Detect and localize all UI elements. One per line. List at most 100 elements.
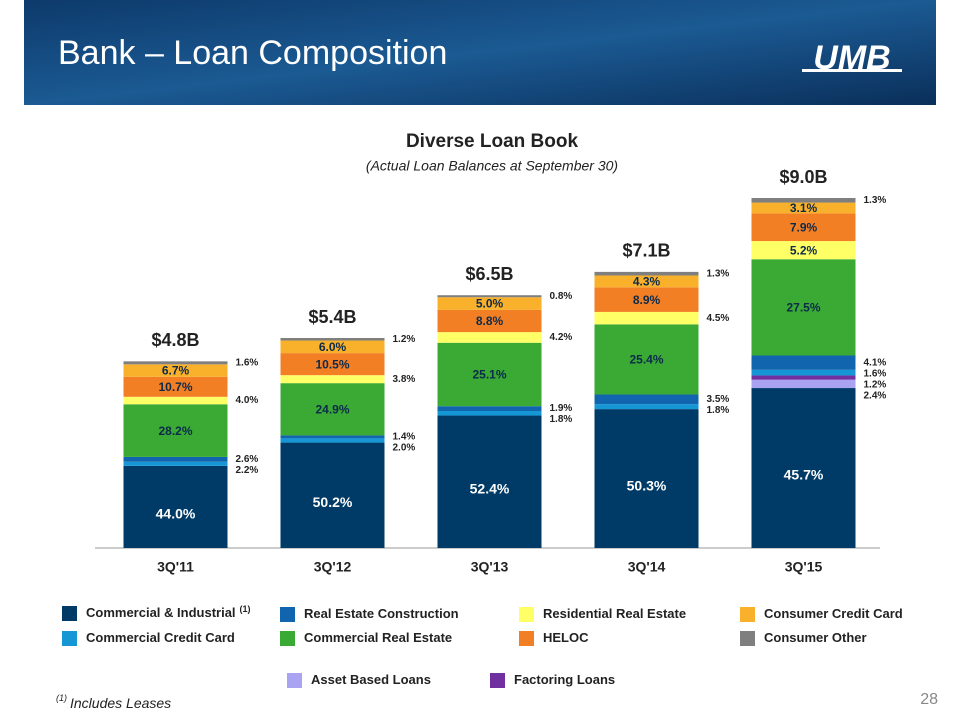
total-label: $6.5B (465, 264, 513, 284)
header-banner (24, 0, 936, 105)
footnote-marker: (1) (56, 693, 67, 703)
data-label: 4.2% (550, 332, 573, 343)
bar-segment (594, 404, 699, 410)
legend-entry: Asset Based Loans (311, 672, 431, 687)
x-tick-label: 3Q'12 (314, 559, 352, 575)
legend-label: HELOC (543, 630, 589, 645)
legend-entry: Commercial Credit Card (86, 630, 235, 645)
bar-segment (437, 309, 542, 333)
bar-segment (280, 438, 385, 443)
bar-segment (280, 353, 385, 376)
bar-segment (280, 442, 385, 548)
bar-segment (751, 241, 856, 260)
bar-segment (751, 259, 856, 356)
data-label: 24.9% (315, 402, 349, 416)
x-tick-label: 3Q'14 (628, 559, 666, 575)
legend-label: Commercial Real Estate (304, 630, 452, 645)
bar-segment (437, 410, 542, 416)
legend-label: Residential Real Estate (543, 606, 686, 621)
data-label: 1.8% (550, 414, 573, 425)
legend-swatch (62, 606, 77, 621)
bar-segment (123, 396, 228, 405)
legend-swatch (280, 631, 295, 646)
data-label: 3.1% (790, 201, 818, 215)
bar-segment (594, 324, 699, 395)
legend-label: Factoring Loans (514, 672, 615, 687)
data-label: 2.0% (393, 443, 416, 454)
legend-note: (1) (240, 604, 251, 614)
data-label: 0.8% (550, 291, 573, 302)
data-label: 44.0% (156, 506, 196, 522)
bar-segment (123, 364, 228, 377)
data-label: 50.2% (313, 494, 353, 510)
legend-swatch (62, 631, 77, 646)
data-label: 8.9% (633, 293, 661, 307)
bar-segment (280, 340, 385, 354)
data-label: 4.1% (864, 357, 887, 368)
legend-entry: Consumer Credit Card (764, 606, 903, 621)
bar-segment (280, 338, 385, 341)
data-label: 28.2% (158, 424, 192, 438)
total-label: $5.4B (308, 307, 356, 327)
data-label: 4.3% (633, 275, 661, 289)
bar-segment (123, 376, 228, 397)
legend-swatch (740, 607, 755, 622)
footnote-text: Includes Leases (70, 695, 171, 711)
data-label: 2.2% (236, 465, 259, 476)
bar-segment (594, 275, 699, 288)
bar-segment (751, 379, 856, 389)
legend-entry: Commercial Real Estate (304, 630, 452, 645)
footnote: (1) Includes Leases (56, 693, 171, 710)
data-label: 25.4% (629, 353, 663, 367)
data-label: 2.4% (864, 390, 887, 401)
legend-swatch (287, 673, 302, 688)
bar-segment (437, 297, 542, 310)
bar-segment (594, 394, 699, 405)
legend-label: Commercial Credit Card (86, 630, 235, 645)
bar-segment (751, 369, 856, 376)
legend-label: Consumer Other (764, 630, 867, 645)
data-label: 10.5% (315, 357, 349, 371)
data-label: 1.8% (707, 405, 730, 416)
bar-segment (123, 361, 228, 365)
bar-segment (123, 456, 228, 462)
legend-swatch (490, 673, 505, 688)
bar-segment (594, 271, 699, 276)
legend-label: Asset Based Loans (311, 672, 431, 687)
x-tick-label: 3Q'15 (785, 559, 823, 575)
bar-segment (751, 375, 856, 380)
data-label: 45.7% (784, 467, 824, 483)
chart-title: Diverse Loan Book (406, 131, 579, 152)
bar-segment (280, 383, 385, 436)
bar-segment (751, 198, 856, 203)
data-label: 1.2% (864, 379, 887, 390)
data-label: 3.8% (393, 374, 416, 385)
data-label: 5.0% (476, 297, 504, 311)
data-label: 52.4% (470, 480, 510, 496)
legend-entry: HELOC (543, 630, 589, 645)
data-label: 1.3% (707, 268, 730, 279)
data-label: 4.0% (236, 395, 259, 406)
data-label: 1.6% (864, 368, 887, 379)
chart-subtitle: (Actual Loan Balances at September 30) (366, 158, 618, 174)
bar-segment (437, 332, 542, 343)
legend-label: Commercial & Industrial (86, 605, 236, 620)
bar-segment (594, 311, 699, 325)
data-label: 27.5% (786, 301, 820, 315)
total-label: $9.0B (779, 167, 827, 187)
data-label: 8.8% (476, 314, 504, 328)
slide-title: Bank – Loan Composition (58, 34, 447, 72)
x-tick-label: 3Q'11 (157, 559, 194, 575)
data-label: 1.2% (393, 334, 416, 345)
bar-segment (594, 409, 699, 548)
bar-segment (123, 465, 228, 548)
total-label: $7.1B (622, 241, 670, 261)
bar-segment (123, 461, 228, 466)
bar-segment (280, 435, 385, 439)
bar-segment (437, 415, 542, 548)
legend-swatch (519, 631, 534, 646)
legend-entry: Commercial & Industrial (1) (86, 604, 251, 620)
bar-segment (123, 404, 228, 457)
